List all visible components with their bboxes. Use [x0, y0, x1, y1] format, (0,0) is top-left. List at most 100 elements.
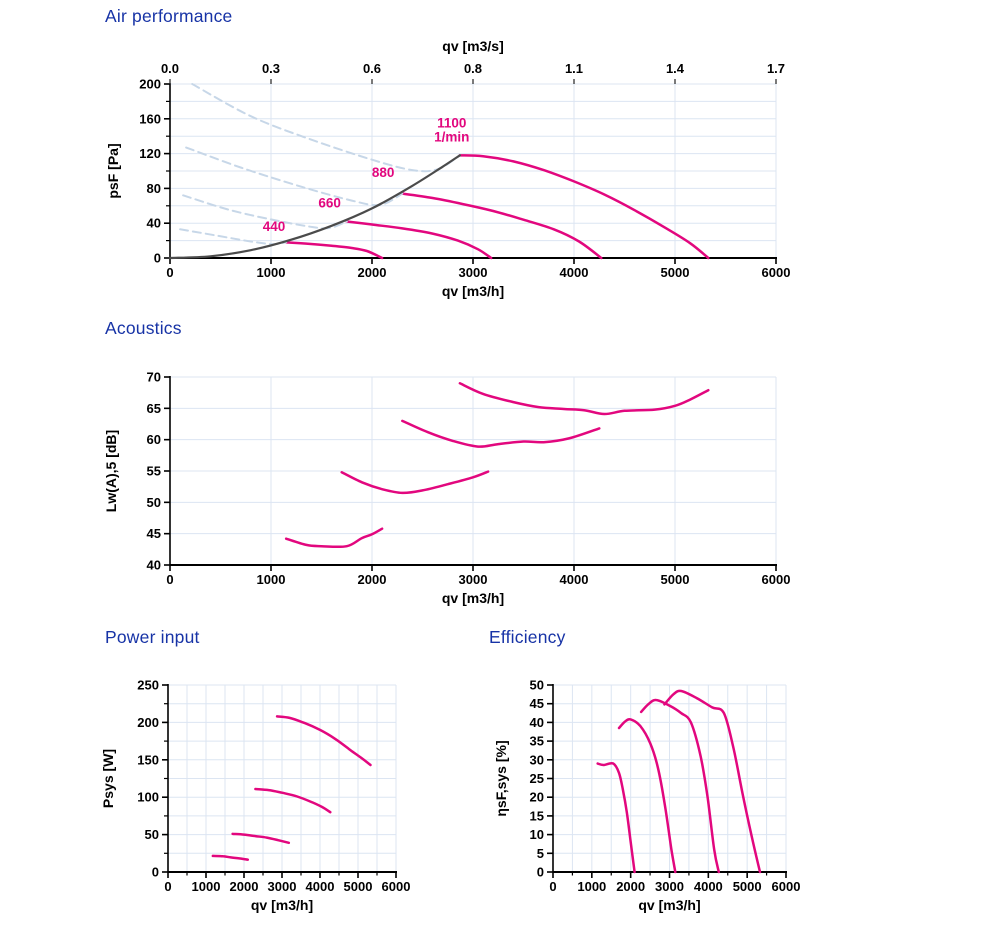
axes: 0 1000 2000 3000 4000 5000 6000 0 50 100 150 200 250…	[100, 678, 410, 914]
y-tick-label: 50	[145, 827, 159, 842]
x-tick-label: 1000	[577, 879, 606, 894]
gridlines	[168, 684, 397, 872]
x-tick-label: 0	[164, 879, 171, 894]
x-tick-label: 1000	[192, 879, 221, 894]
curve-660-unstable	[182, 194, 348, 230]
y-tick-label: 5	[537, 846, 544, 861]
top-tick-label: 0.0	[161, 61, 179, 76]
x-tick-label: 2000	[616, 879, 645, 894]
curve-880	[401, 192, 603, 260]
y-tick-label: 100	[137, 790, 159, 805]
top-tick-label: 0.3	[262, 61, 280, 76]
x-tick-label: 6000	[772, 879, 801, 894]
y-tick-label: 0	[537, 865, 544, 880]
curve-660	[340, 470, 490, 495]
top-tick-label: 0.8	[464, 61, 482, 76]
x-tick-label: 4000	[560, 265, 589, 280]
curve-880	[254, 787, 332, 814]
x-tick-label: 6000	[762, 265, 791, 280]
x-tick-label: 6000	[382, 879, 411, 894]
curve-660	[345, 220, 493, 260]
y-tick-label: 160	[139, 111, 161, 126]
curve-1100	[458, 154, 710, 260]
curve-660	[231, 832, 291, 845]
top-tick-label: 1.4	[666, 61, 685, 76]
curve-1100	[275, 715, 372, 767]
curve-1100	[663, 689, 762, 874]
curve-1100	[458, 382, 710, 416]
axes: 0 1000 2000 3000 4000 5000 6000 40 45 50 55 60 65 70 q…	[103, 370, 790, 607]
y-tick-label: 150	[137, 752, 159, 767]
x-tick-label: 5000	[733, 879, 762, 894]
air-performance-chart: 0 1000 2000 3000 4000 5000 6000040801201602000…	[105, 38, 790, 299]
x-axis-label: qv [m3/h]	[638, 897, 700, 913]
top-tick-label: 1.7	[767, 61, 785, 76]
axes: 0 1000 2000 3000 4000 5000 6000 0 5 10 15 20 25 30 35 4…	[493, 678, 800, 914]
gridlines	[553, 684, 787, 872]
x-tick-label: 3000	[268, 879, 297, 894]
efficiency-title: Efficiency	[489, 627, 566, 647]
x-tick-label: 0	[166, 265, 173, 280]
gridlines	[170, 83, 777, 258]
y-tick-label: 60	[147, 432, 161, 447]
y-tick-label: 0	[154, 251, 161, 266]
y-tick-label: 40	[147, 216, 161, 231]
x-tick-label: 2000	[358, 265, 387, 280]
curve-440	[596, 761, 636, 874]
y-axis-label: ηsF,sys [%]	[493, 740, 509, 816]
y-axis-label: Lw(A),5 [dB]	[103, 430, 119, 512]
air-performance-title: Air performance	[105, 6, 233, 26]
y-tick-label: 45	[147, 526, 161, 541]
top-tick-label: 1.1	[565, 61, 583, 76]
y-tick-label: 200	[137, 715, 159, 730]
top-axis-label: qv [m3/s]	[442, 38, 503, 54]
y-tick-label: 15	[530, 808, 544, 823]
x-tick-label: 2000	[358, 572, 387, 587]
y-tick-label: 50	[147, 495, 161, 510]
speed-label-440: 440	[263, 219, 286, 234]
x-tick-label: 4000	[306, 879, 335, 894]
speed-label-880: 880	[372, 165, 395, 180]
y-tick-label: 35	[530, 734, 544, 749]
x-tick-label: 5000	[344, 879, 373, 894]
x-tick-label: 5000	[661, 265, 690, 280]
axes: 0 1000 2000 3000 4000 5000 6000040801201602000…	[105, 38, 790, 299]
y-tick-label: 200	[139, 77, 161, 92]
curve-1100-unstable	[191, 83, 461, 173]
x-tick-label: 3000	[459, 572, 488, 587]
curve-440	[211, 854, 250, 861]
curve-880-unstable	[185, 146, 404, 207]
x-tick-label: 3000	[655, 879, 684, 894]
y-tick-label: 45	[530, 696, 544, 711]
power-input-chart: 0 1000 2000 3000 4000 5000 6000 0 50 100 150 200 250…	[100, 678, 410, 914]
x-tick-label: 3000	[459, 265, 488, 280]
curve-880	[401, 419, 601, 448]
x-tick-label: 1000	[257, 265, 286, 280]
x-axis-label: qv [m3/h]	[251, 897, 313, 913]
y-tick-label: 120	[139, 146, 161, 161]
y-axis-label: psF [Pa]	[105, 143, 121, 198]
y-tick-label: 40	[530, 715, 544, 730]
efficiency-chart: 0 1000 2000 3000 4000 5000 6000 0 5 10 15 20 25 30 35 4…	[493, 678, 800, 914]
y-tick-label: 25	[530, 771, 544, 786]
curve-440	[284, 241, 384, 260]
curve-440	[284, 527, 384, 549]
speed-label-1min: 1/min	[434, 129, 469, 144]
x-tick-label: 4000	[694, 879, 723, 894]
x-axis-label: qv [m3/h]	[442, 590, 504, 606]
x-tick-label: 6000	[762, 572, 791, 587]
top-tick-label: 0.6	[363, 61, 381, 76]
x-tick-label: 4000	[560, 572, 589, 587]
y-tick-label: 55	[147, 464, 161, 479]
curve-system-curve	[168, 154, 461, 260]
x-tick-label: 0	[166, 572, 173, 587]
y-tick-label: 20	[530, 790, 544, 805]
y-tick-label: 80	[147, 181, 161, 196]
x-tick-label: 2000	[230, 879, 259, 894]
y-tick-label: 40	[147, 558, 161, 573]
y-axis-label: Psys [W]	[100, 749, 116, 808]
acoustics-title: Acoustics	[105, 318, 182, 338]
curve-880	[639, 698, 721, 874]
x-tick-label: 5000	[661, 572, 690, 587]
